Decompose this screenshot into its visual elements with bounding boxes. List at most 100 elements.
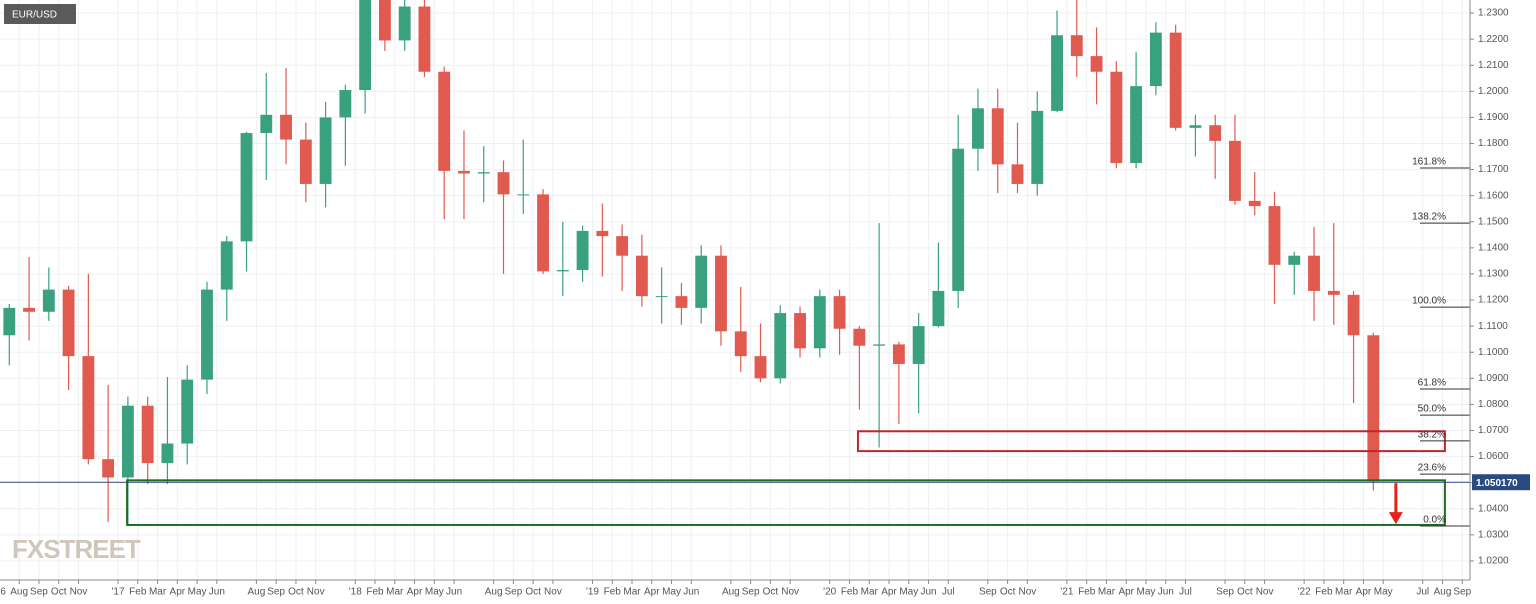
x-tick-label: Feb <box>366 587 384 598</box>
candle-body <box>1327 290 1340 295</box>
y-tick-label: 1.0300 <box>1478 530 1509 541</box>
x-tick-label: Mar <box>1335 587 1353 598</box>
x-tick-label: Mar <box>1098 587 1116 598</box>
candle-body <box>1169 32 1182 128</box>
y-tick-label: 1.0400 <box>1478 503 1509 514</box>
candle-body <box>62 289 75 357</box>
x-tick-label: '22 <box>1298 587 1311 598</box>
candle-body <box>892 344 905 364</box>
candle-body <box>359 0 372 91</box>
candle-body <box>319 117 332 184</box>
candle-body <box>912 326 925 364</box>
x-tick-label: May <box>188 587 207 598</box>
candle-body <box>339 90 352 118</box>
candle-body <box>1031 110 1044 184</box>
x-tick-label: '17 <box>111 587 124 598</box>
zone-box <box>126 479 1446 526</box>
candle-body <box>1229 140 1241 201</box>
x-tick-label: Sep <box>504 587 522 598</box>
candle-body <box>833 296 846 329</box>
x-tick-label: Mar <box>623 587 641 598</box>
x-tick-label: May <box>1137 587 1156 598</box>
x-tick-label: Aug <box>722 587 740 598</box>
candle-body <box>181 379 194 444</box>
y-tick-label: 1.2100 <box>1478 60 1509 71</box>
candle-body <box>932 290 945 327</box>
candle-body <box>972 108 984 149</box>
grid <box>0 0 1470 580</box>
x-tick-label: Feb <box>1315 587 1333 598</box>
x-tick-label: Sep <box>267 587 285 598</box>
y-tick-label: 1.1300 <box>1478 269 1509 280</box>
candle-body <box>418 6 431 72</box>
y-tick-label: 1.0700 <box>1478 425 1509 436</box>
x-tick-label: Oct <box>763 587 779 598</box>
candle-body <box>715 255 727 332</box>
y-tick-label: 1.1200 <box>1478 295 1509 306</box>
candle-body <box>299 139 312 184</box>
candle-body <box>102 459 115 478</box>
candle-body <box>616 236 629 256</box>
candle-body <box>1070 35 1083 57</box>
candle-body <box>794 313 806 349</box>
x-tick-label: Jun <box>209 587 225 598</box>
candle-body <box>458 170 470 174</box>
x-tick-label: Nov <box>1018 587 1036 598</box>
candle-body <box>655 296 668 298</box>
candle-body <box>240 133 253 242</box>
candle-body <box>23 307 35 312</box>
candle-body <box>853 328 866 346</box>
x-tick-label: Jul <box>1179 587 1192 598</box>
last-price-label: 1.050170 <box>1476 478 1518 489</box>
y-tick-label: 1.1500 <box>1478 216 1509 227</box>
y-tick-label: 1.0600 <box>1478 451 1509 462</box>
x-tick-label: Apr <box>881 587 897 598</box>
y-tick-label: 1.1800 <box>1478 138 1509 149</box>
candle-body <box>1308 255 1320 291</box>
x-tick-label: Feb <box>604 587 622 598</box>
candle-body <box>991 108 1004 165</box>
fib-label: 23.6% <box>1418 463 1446 474</box>
candle-body <box>1367 335 1380 482</box>
x-tick-label: Aug <box>1434 587 1452 598</box>
candle-body <box>121 405 134 478</box>
x-tick-label: Nov <box>1256 587 1274 598</box>
x-tick-label: Nov <box>781 587 799 598</box>
x-tick-label: May <box>899 587 918 598</box>
candle-body <box>1189 125 1202 128</box>
x-tick-label: Jun <box>920 587 936 598</box>
candle-body <box>280 114 292 140</box>
candle-body <box>1110 71 1123 164</box>
x-tick-label: '21 <box>1060 587 1073 598</box>
candle-body <box>635 255 648 297</box>
candle-body <box>813 296 826 349</box>
x-tick-label: Apr <box>170 587 186 598</box>
fib-label: 38.2% <box>1418 430 1446 441</box>
x-tick-label: Aug <box>248 587 266 598</box>
x-tick-label: May <box>425 587 444 598</box>
candle-body <box>82 356 95 460</box>
candle-body <box>695 255 708 308</box>
candle-body <box>675 296 688 308</box>
fib-label: 161.8% <box>1412 157 1446 168</box>
y-tick-label: 1.2200 <box>1478 34 1509 45</box>
x-tick-label: Sep <box>1453 587 1471 598</box>
y-tick-label: 1.1700 <box>1478 164 1509 175</box>
candle-body <box>378 0 391 41</box>
fib-label: 138.2% <box>1412 212 1446 223</box>
x-tick-label: Jun <box>446 587 462 598</box>
candle-body <box>438 71 451 171</box>
arrow-head <box>1388 512 1403 525</box>
x-tick-label: Jul <box>942 587 955 598</box>
fib-label: 0.0% <box>1423 515 1446 526</box>
watermark: FXSTREET <box>12 534 141 564</box>
x-tick-label: Oct <box>525 587 541 598</box>
candle-body <box>497 172 510 195</box>
candle-body <box>1090 56 1103 72</box>
fib-label: 100.0% <box>1412 296 1446 307</box>
y-tick-label: 1.0800 <box>1478 399 1509 410</box>
candle-body <box>220 241 233 290</box>
candle-body <box>873 344 886 346</box>
x-tick-label: '16 <box>0 587 6 598</box>
